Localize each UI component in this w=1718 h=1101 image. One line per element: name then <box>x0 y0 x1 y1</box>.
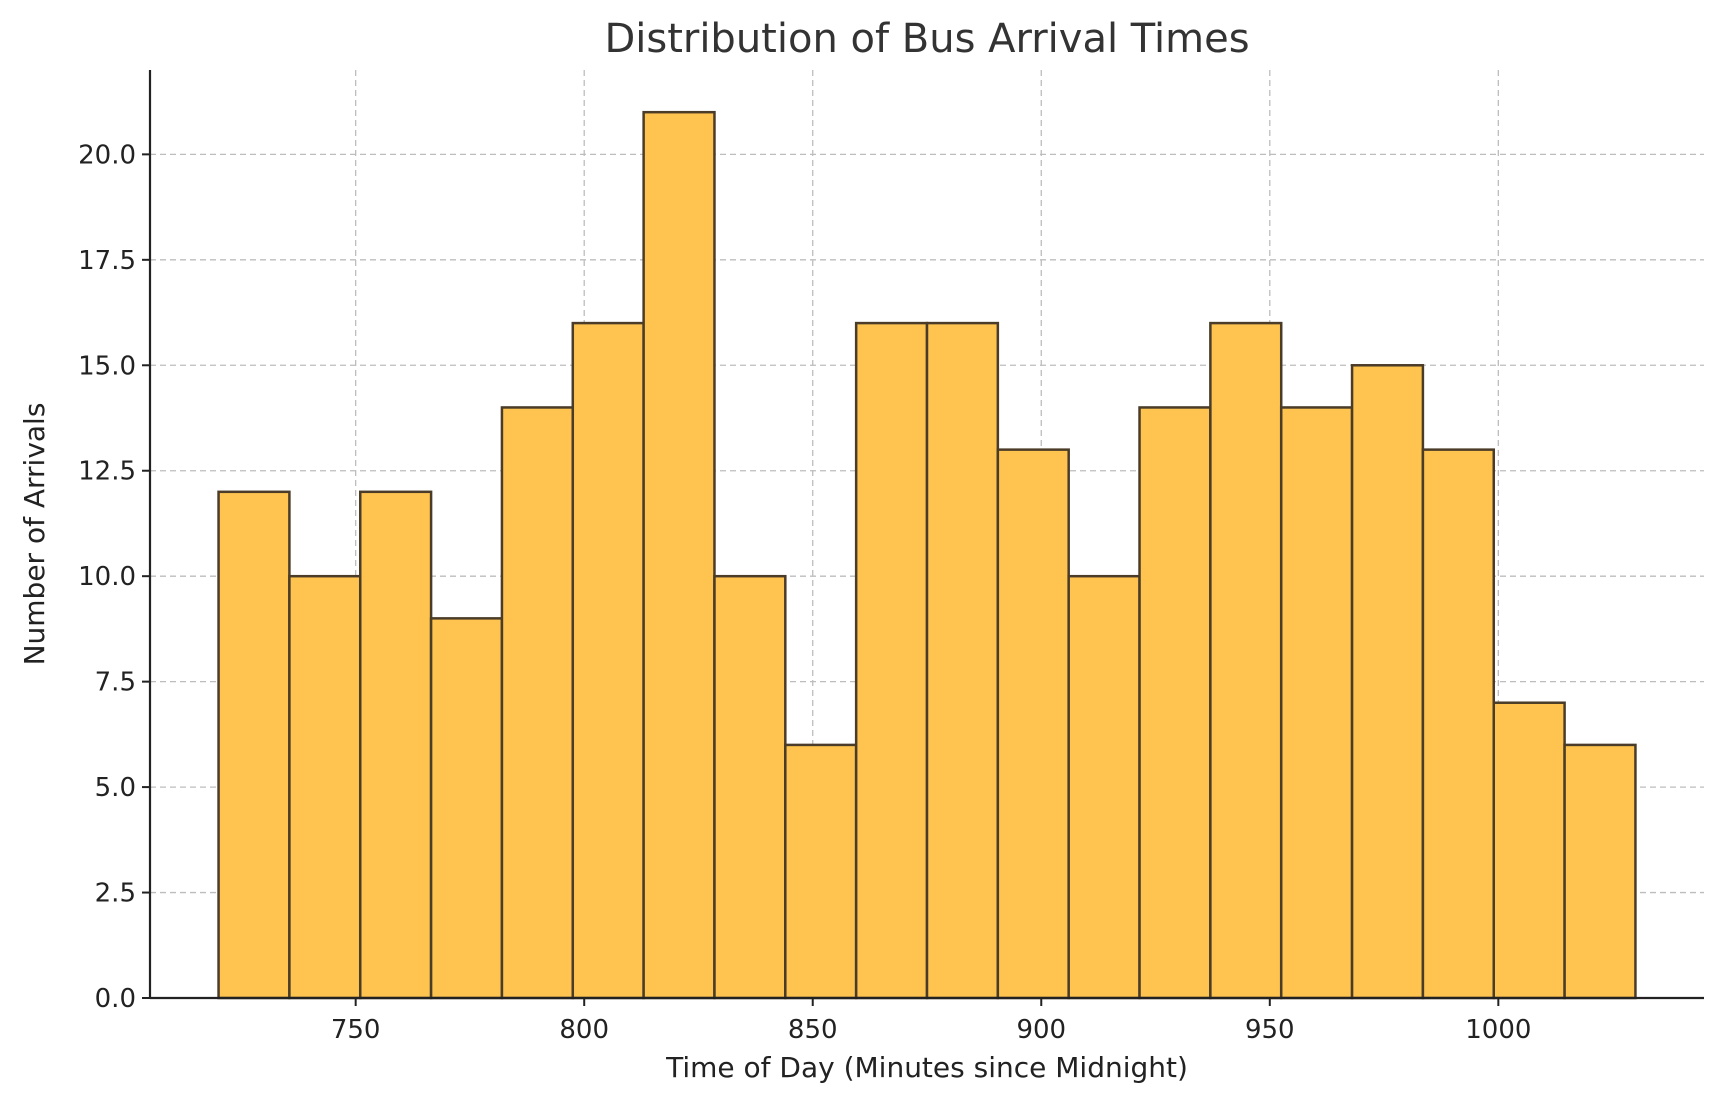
y-tick-label-2: 5.0 <box>95 773 136 803</box>
histogram-bar-2 <box>358 490 433 1000</box>
bars <box>217 110 1637 1000</box>
y-tick-label-1: 2.5 <box>95 879 136 909</box>
chart-title: Distribution of Bus Arrival Times <box>604 16 1249 62</box>
axes <box>148 70 1704 1000</box>
histogram-bar-16 <box>1350 364 1425 1000</box>
y-tick-label-3: 7.5 <box>95 668 136 698</box>
histogram-bar-17 <box>1421 448 1496 1000</box>
histogram-bar-5 <box>571 321 645 1000</box>
histogram-bar-19 <box>1563 743 1637 1000</box>
histogram-bar-9 <box>854 321 929 1000</box>
y-axis-label: Number of Arrivals <box>18 403 51 666</box>
histogram-bar-14 <box>1209 321 1283 1000</box>
y-tick-label-6: 15.0 <box>78 351 136 381</box>
y-ticks: 0.0 2.5 5.0 7.5 10.0 12.5 15.0 17.5 20.0 <box>78 140 150 1014</box>
y-tick-label-8: 20.0 <box>78 140 136 170</box>
y-tick-label-7: 17.5 <box>78 246 136 276</box>
histogram-bar-13 <box>1138 406 1212 1000</box>
histogram-bar-11 <box>996 448 1070 1000</box>
x-tick-label-3: 900 <box>1016 1015 1066 1045</box>
histogram-bar-1 <box>288 574 362 1000</box>
x-axis-label: Time of Day (Minutes since Midnight) <box>665 1051 1188 1084</box>
x-tick-label-4: 950 <box>1245 1015 1295 1045</box>
histogram-bar-6 <box>642 110 716 1000</box>
histogram-bar-7 <box>713 574 787 1000</box>
y-tick-label-4: 10.0 <box>78 562 136 592</box>
histogram-bar-18 <box>1492 701 1566 1000</box>
x-tick-label-0: 750 <box>331 1015 381 1045</box>
histogram-bar-12 <box>1067 574 1141 1000</box>
y-tick-label-5: 12.5 <box>78 457 136 487</box>
histogram-bar-3 <box>429 617 504 1000</box>
x-tick-label-1: 800 <box>559 1015 609 1045</box>
histogram-bar-0 <box>217 490 291 1000</box>
x-tick-label-5: 1000 <box>1465 1015 1531 1045</box>
histogram-bar-10 <box>925 321 1000 1000</box>
histogram-bar-15 <box>1279 406 1354 1000</box>
x-tick-label-2: 850 <box>788 1015 838 1045</box>
y-tick-label-0: 0.0 <box>95 984 136 1014</box>
histogram-bar-8 <box>784 743 858 1000</box>
histogram-bar-4 <box>500 406 575 1000</box>
x-ticks: 750 800 850 900 950 1000 <box>331 998 1531 1045</box>
